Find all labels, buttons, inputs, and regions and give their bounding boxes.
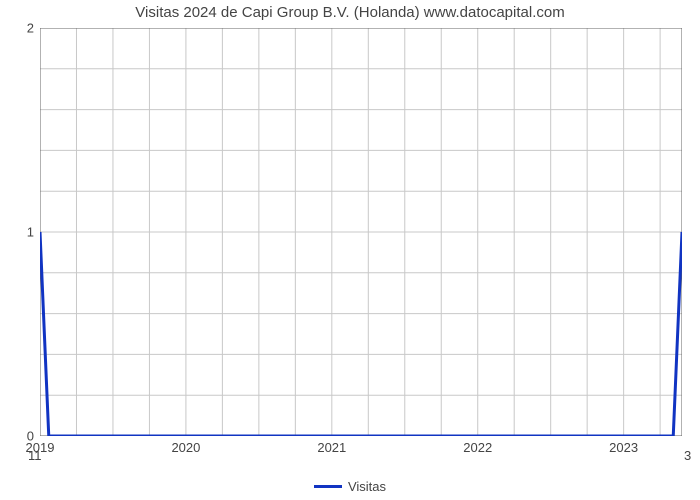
legend-label: Visitas <box>348 479 386 494</box>
footer-number-right: 3 <box>684 448 691 463</box>
x-tick-label: 2023 <box>609 436 638 455</box>
y-tick-label: 1 <box>27 225 40 240</box>
x-tick-label: 2020 <box>171 436 200 455</box>
x-tick-label: 2021 <box>317 436 346 455</box>
y-tick-label: 2 <box>27 21 40 36</box>
plot-area: 01220192020202120222023 <box>40 28 682 436</box>
chart-legend: Visitas <box>0 478 700 494</box>
line-chart-svg <box>40 28 682 436</box>
chart-title: Visitas 2024 de Capi Group B.V. (Holanda… <box>0 4 700 21</box>
footer-number-left: 11 <box>28 448 42 463</box>
legend-swatch <box>314 485 342 488</box>
x-tick-label: 2022 <box>463 436 492 455</box>
series-line <box>40 232 682 436</box>
